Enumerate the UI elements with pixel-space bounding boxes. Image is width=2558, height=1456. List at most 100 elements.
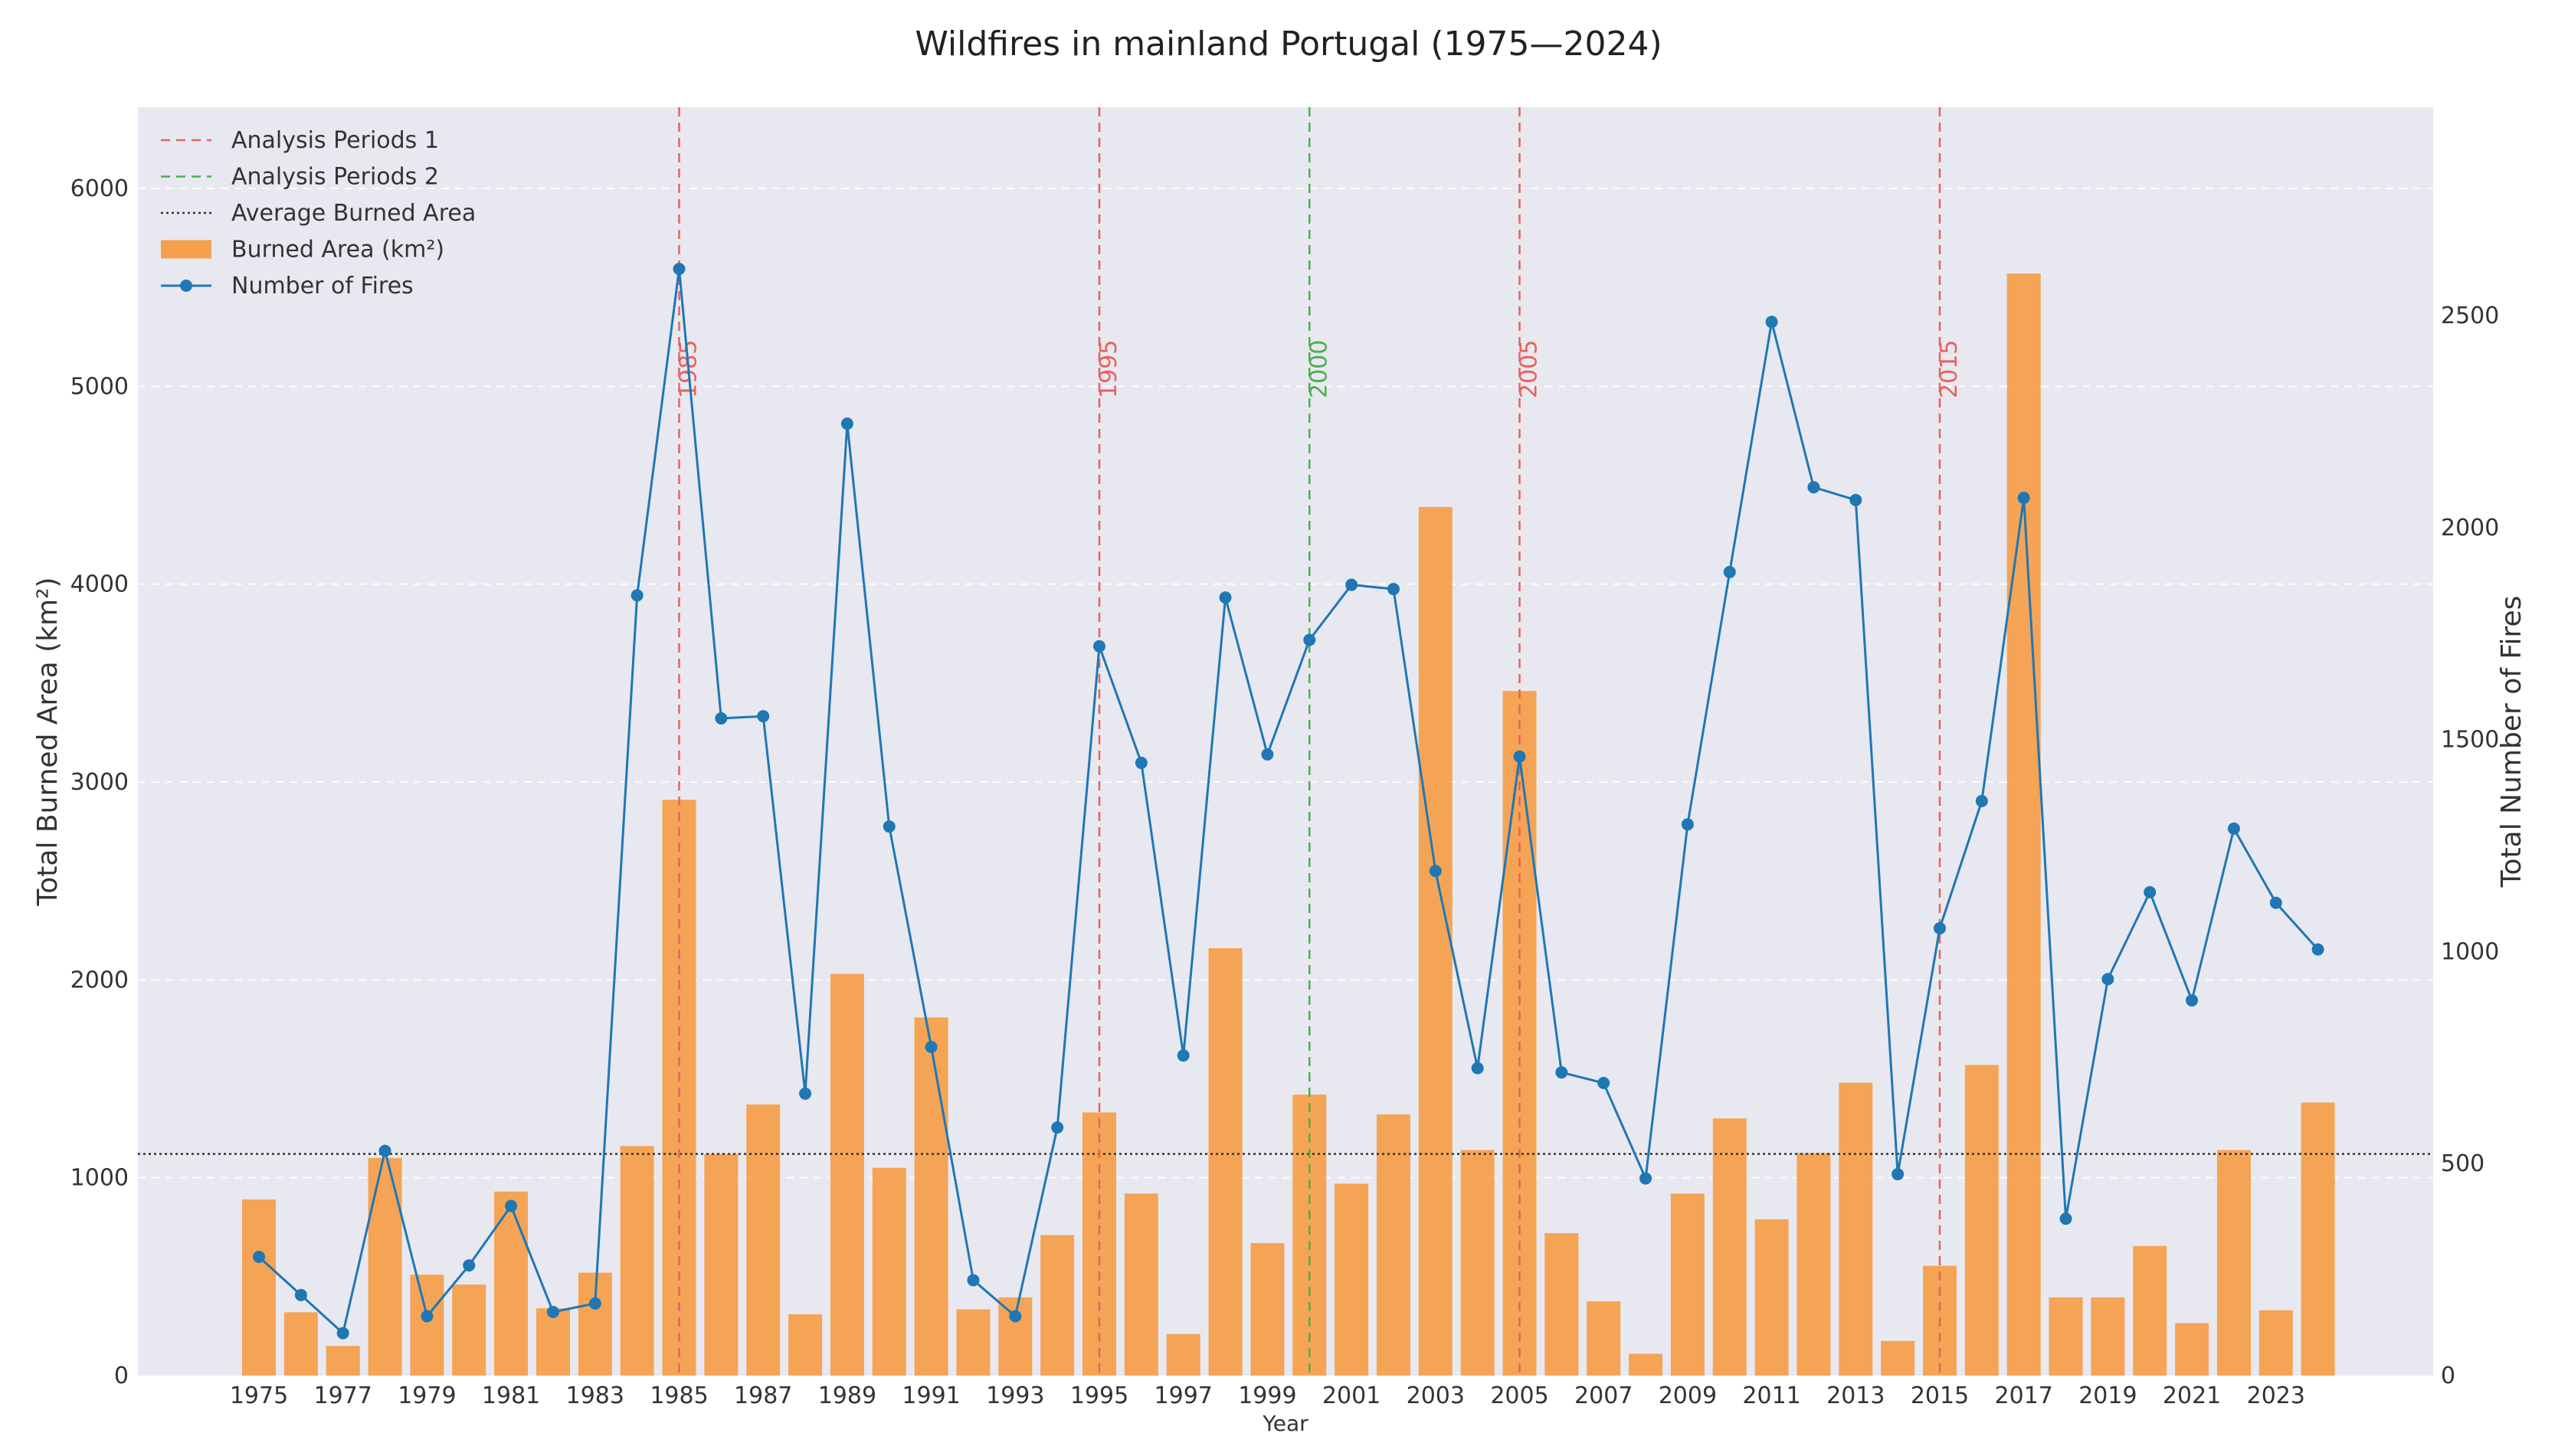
bar-2002 bbox=[1376, 1114, 1410, 1376]
fires-point-2019 bbox=[2101, 973, 2114, 986]
fires-point-1980 bbox=[463, 1259, 476, 1272]
x-tick-1989: 1989 bbox=[818, 1382, 876, 1409]
fires-point-2000 bbox=[1303, 633, 1316, 646]
bar-2001 bbox=[1335, 1183, 1369, 1376]
fires-point-2013 bbox=[1849, 493, 1862, 506]
right-axis-ticks: 0 500 1000 1500 2000 2500 bbox=[2441, 303, 2499, 1389]
fires-point-1994 bbox=[1051, 1121, 1064, 1134]
fires-point-1978 bbox=[378, 1144, 391, 1157]
fires-point-2024 bbox=[2311, 943, 2324, 956]
legend-label-0: Analysis Periods 1 bbox=[231, 127, 439, 154]
legend-label-1: Analysis Periods 2 bbox=[231, 164, 439, 191]
bar-1990 bbox=[872, 1167, 906, 1376]
fires-point-2006 bbox=[1555, 1066, 1568, 1079]
bar-2021 bbox=[2175, 1323, 2209, 1376]
fires-point-1992 bbox=[967, 1274, 980, 1287]
x-tick-2019: 2019 bbox=[2078, 1382, 2137, 1409]
reference-lines: 1985 1995 2000 2005 2015 bbox=[676, 107, 1963, 1376]
bar-2007 bbox=[1587, 1301, 1621, 1376]
x-tick-2015: 2015 bbox=[1911, 1382, 1969, 1409]
x-axis-label: Year bbox=[1262, 1411, 1308, 1436]
bar-2006 bbox=[1544, 1233, 1579, 1376]
right-tick-2000: 2000 bbox=[2441, 515, 2499, 542]
x-tick-2023: 2023 bbox=[2247, 1382, 2305, 1409]
fires-point-1975 bbox=[253, 1250, 265, 1263]
fires-point-2010 bbox=[1723, 565, 1736, 578]
fires-point-2023 bbox=[2269, 896, 2282, 909]
fires-point-1989 bbox=[840, 417, 853, 430]
legend-swatch-marker-4 bbox=[180, 280, 192, 292]
right-tick-0: 0 bbox=[2441, 1363, 2455, 1389]
x-tick-2007: 2007 bbox=[1574, 1382, 1633, 1409]
fires-point-2011 bbox=[1765, 316, 1778, 329]
fires-point-1998 bbox=[1219, 591, 1232, 604]
fires-point-1987 bbox=[757, 710, 770, 723]
fires-point-1999 bbox=[1261, 748, 1274, 761]
fires-point-1996 bbox=[1135, 757, 1148, 770]
burned-area-bars bbox=[242, 273, 2335, 1376]
fires-point-2012 bbox=[1807, 481, 1820, 494]
chart-title: Wildfires in mainland Portugal (1975—202… bbox=[915, 25, 1662, 64]
right-tick-2500: 2500 bbox=[2441, 303, 2499, 329]
x-tick-2017: 2017 bbox=[1995, 1382, 2053, 1409]
left-tick-3000: 3000 bbox=[70, 769, 129, 796]
bar-1991 bbox=[914, 1017, 948, 1376]
right-axis-label: Total Number of Fires bbox=[2496, 596, 2527, 888]
bar-1987 bbox=[746, 1104, 781, 1376]
fires-point-2016 bbox=[1975, 794, 1988, 807]
legend-label-4: Number of Fires bbox=[231, 273, 414, 299]
left-axis-ticks: 0 1000 2000 3000 4000 5000 6000 bbox=[70, 175, 129, 1389]
legend: Analysis Periods 1 Analysis Periods 2 Aver… bbox=[161, 127, 476, 299]
x-tick-2005: 2005 bbox=[1490, 1382, 1548, 1409]
x-tick-1979: 1979 bbox=[398, 1382, 456, 1409]
bar-2010 bbox=[1712, 1118, 1747, 1376]
fires-point-1985 bbox=[673, 263, 686, 276]
bar-2008 bbox=[1629, 1353, 1663, 1376]
bar-1984 bbox=[620, 1146, 654, 1376]
bar-2018 bbox=[2049, 1297, 2083, 1376]
bar-2017 bbox=[2006, 273, 2041, 1376]
fires-polyline bbox=[257, 268, 2319, 1336]
fires-point-2018 bbox=[2059, 1212, 2072, 1225]
bar-2024 bbox=[2301, 1102, 2335, 1376]
gridlines bbox=[138, 188, 2433, 1179]
bar-1993 bbox=[998, 1297, 1033, 1376]
fires-point-2002 bbox=[1387, 583, 1400, 596]
number-of-fires-line bbox=[253, 263, 2324, 1340]
x-tick-2021: 2021 bbox=[2163, 1382, 2221, 1409]
fires-point-2003 bbox=[1429, 865, 1442, 878]
bar-1979 bbox=[410, 1274, 444, 1376]
fires-point-1976 bbox=[294, 1288, 307, 1301]
bar-2016 bbox=[1964, 1065, 1999, 1376]
fires-point-2015 bbox=[1934, 921, 1946, 934]
bar-1982 bbox=[536, 1308, 570, 1376]
right-tick-1000: 1000 bbox=[2441, 938, 2499, 965]
fires-point-1997 bbox=[1177, 1049, 1190, 1062]
fires-point-2014 bbox=[1891, 1168, 1905, 1181]
x-tick-1995: 1995 bbox=[1070, 1382, 1128, 1409]
bar-1988 bbox=[788, 1314, 823, 1376]
reference-label-2015: 2015 bbox=[1936, 340, 1963, 398]
left-tick-4000: 4000 bbox=[70, 571, 129, 598]
x-tick-2003: 2003 bbox=[1407, 1382, 1465, 1409]
fires-point-2005 bbox=[1513, 750, 1526, 763]
left-tick-1000: 1000 bbox=[70, 1165, 129, 1192]
left-tick-5000: 5000 bbox=[70, 373, 129, 400]
fires-point-1988 bbox=[799, 1087, 812, 1100]
bar-2023 bbox=[2258, 1310, 2293, 1376]
left-axis-label: Total Burned Area (km²) bbox=[32, 577, 64, 906]
bar-1998 bbox=[1208, 948, 1243, 1376]
x-tick-2013: 2013 bbox=[1826, 1382, 1885, 1409]
bar-1980 bbox=[452, 1284, 486, 1376]
left-tick-0: 0 bbox=[114, 1363, 129, 1389]
reference-label-1995: 1995 bbox=[1096, 340, 1122, 398]
left-tick-6000: 6000 bbox=[70, 175, 129, 202]
bar-1986 bbox=[704, 1153, 739, 1376]
bar-2011 bbox=[1754, 1219, 1789, 1376]
fires-point-2004 bbox=[1471, 1062, 1484, 1075]
legend-label-2: Average Burned Area bbox=[231, 200, 476, 227]
fires-point-1977 bbox=[336, 1327, 349, 1340]
fires-point-2001 bbox=[1345, 578, 1358, 591]
x-tick-1977: 1977 bbox=[314, 1382, 372, 1409]
x-tick-1975: 1975 bbox=[230, 1382, 288, 1409]
